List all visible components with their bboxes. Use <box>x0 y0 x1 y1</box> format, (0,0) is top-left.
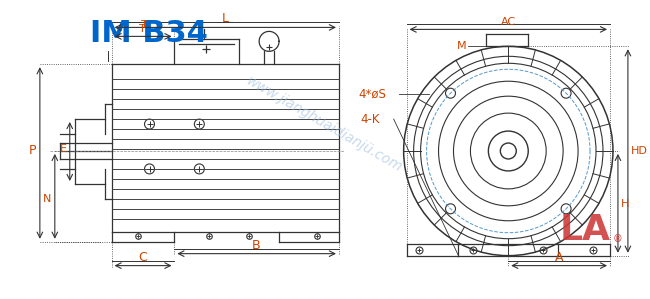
Text: A: A <box>555 251 564 264</box>
Text: N: N <box>42 194 51 204</box>
Text: IM B34: IM B34 <box>90 19 207 48</box>
Text: www.jianghuaidianjü.com: www.jianghuaidianjü.com <box>244 74 404 175</box>
Text: C: C <box>138 251 147 264</box>
Text: T: T <box>139 25 146 34</box>
Text: L: L <box>222 13 229 25</box>
Text: E: E <box>60 144 67 154</box>
Text: HD: HD <box>631 146 648 156</box>
Text: 4-K: 4-K <box>361 113 380 126</box>
Text: H: H <box>621 199 629 209</box>
Text: AC: AC <box>500 17 516 28</box>
Text: P: P <box>29 144 36 158</box>
Text: LA: LA <box>560 213 610 247</box>
Text: T: T <box>141 20 148 30</box>
Text: B: B <box>252 239 261 252</box>
Text: ®: ® <box>613 234 623 244</box>
Text: 4*øS: 4*øS <box>359 88 387 101</box>
Text: M: M <box>457 41 467 51</box>
